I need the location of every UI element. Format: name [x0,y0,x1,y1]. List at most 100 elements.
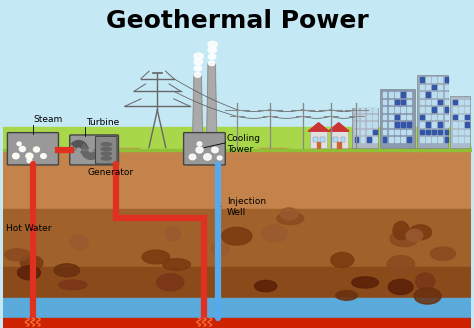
Bar [361,122,365,127]
Text: Generator: Generator [87,168,133,177]
Ellipse shape [101,157,111,160]
Bar [450,96,470,148]
Bar [389,92,392,97]
Bar [426,115,430,119]
Wedge shape [82,144,98,159]
Ellipse shape [77,148,81,152]
Bar [401,137,405,142]
Bar [426,92,430,97]
Ellipse shape [142,250,170,264]
Polygon shape [328,123,349,131]
Bar [361,137,365,142]
Ellipse shape [263,225,287,242]
FancyBboxPatch shape [183,133,225,165]
Bar [465,100,469,105]
Bar [407,92,411,97]
Bar [465,122,469,127]
Bar [313,137,318,142]
Bar [395,137,399,142]
Bar [355,115,358,119]
Bar [3,0,471,133]
Bar [453,100,457,105]
Ellipse shape [19,146,26,152]
Ellipse shape [35,148,38,151]
Bar [340,137,345,142]
Bar [310,131,328,148]
Bar [432,85,436,90]
Text: Steam: Steam [34,115,63,124]
FancyBboxPatch shape [95,136,117,164]
Ellipse shape [41,154,46,158]
Wedge shape [72,141,88,156]
Ellipse shape [18,266,40,280]
Bar [367,130,371,134]
Bar [407,107,411,112]
Bar [355,130,358,134]
Bar [407,115,411,119]
Bar [420,92,424,97]
Ellipse shape [18,143,20,145]
Bar [355,122,358,127]
Bar [459,122,463,127]
Bar [445,77,448,82]
Bar [465,137,469,142]
Bar [432,92,436,97]
Bar [432,107,436,112]
Bar [401,92,405,97]
Bar [465,115,469,119]
Bar [465,107,469,112]
Bar [373,137,377,142]
Text: Cooling
Tower: Cooling Tower [227,134,261,154]
Ellipse shape [277,212,304,225]
Polygon shape [308,123,329,131]
Ellipse shape [26,153,33,159]
Bar [432,77,436,82]
Ellipse shape [197,142,202,146]
Bar [432,100,436,105]
Bar [418,75,448,148]
Text: Geothermal Power: Geothermal Power [106,10,368,33]
Bar [367,122,371,127]
Bar [380,89,415,148]
Ellipse shape [20,148,24,151]
Bar [453,122,457,127]
Bar [432,137,436,142]
Bar [355,137,358,142]
Ellipse shape [59,280,87,290]
Bar [420,100,424,105]
Ellipse shape [194,53,203,59]
Ellipse shape [212,147,218,153]
Bar [420,122,424,127]
Ellipse shape [208,41,217,48]
Bar [333,137,338,142]
Bar [420,130,424,134]
Bar [389,122,392,127]
Bar [383,107,386,112]
Bar [367,107,371,112]
Text: Turbine: Turbine [86,117,119,127]
Ellipse shape [17,142,21,146]
Bar [401,100,405,105]
Bar [420,137,424,142]
Bar [438,85,442,90]
Bar [426,130,430,134]
Text: Hot Water: Hot Water [7,224,52,233]
Bar [420,77,424,82]
Bar [337,142,340,148]
Ellipse shape [221,227,252,245]
Bar [3,297,471,318]
Ellipse shape [336,291,357,300]
Bar [401,122,405,127]
Bar [3,318,471,328]
Bar [361,107,365,112]
Ellipse shape [54,264,80,277]
Bar [373,122,377,127]
Ellipse shape [89,148,93,152]
Ellipse shape [208,54,216,59]
Ellipse shape [27,159,32,163]
Ellipse shape [409,225,432,240]
Ellipse shape [101,143,111,146]
Bar [459,130,463,134]
Bar [367,137,371,142]
Bar [426,122,430,127]
